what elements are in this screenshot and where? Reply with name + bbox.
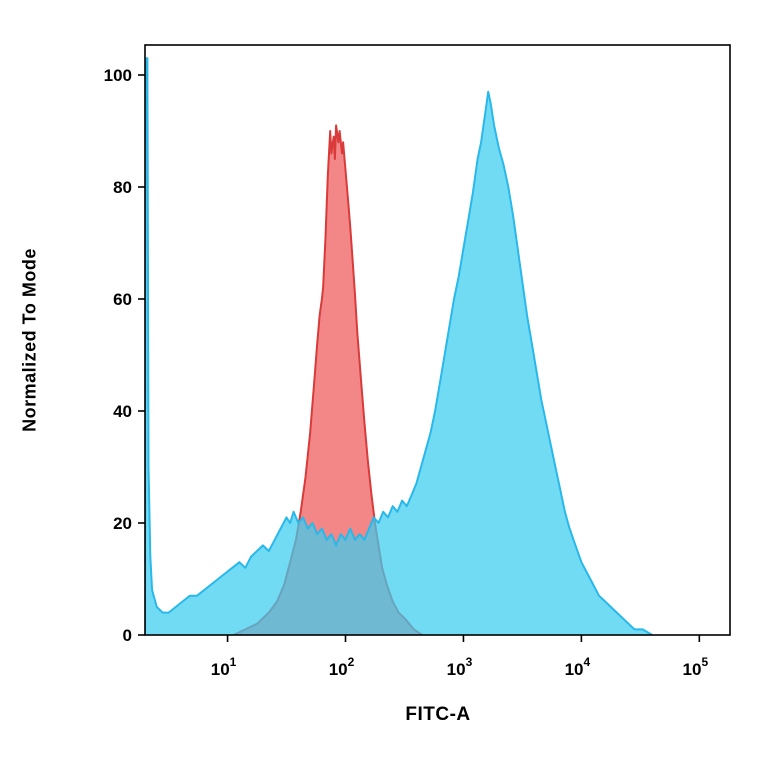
cyan-histogram-area — [145, 58, 653, 635]
y-axis-title: Normalized To Mode — [19, 248, 40, 432]
plot-border — [144, 44, 731, 636]
x-tick-label: 104 — [565, 655, 591, 679]
y-tick-label: 20 — [113, 514, 132, 533]
x-tick-label: 105 — [683, 655, 709, 679]
y-tick-label: 100 — [104, 66, 132, 85]
plot-area — [145, 57, 653, 635]
x-tick-label: 101 — [211, 655, 237, 679]
y-tick-label: 80 — [113, 178, 132, 197]
y-tick-label: 40 — [113, 402, 132, 421]
x-tick-label: 103 — [447, 655, 473, 679]
y-tick-label: 60 — [113, 290, 132, 309]
x-axis-title: FITC-A — [405, 704, 471, 725]
cyan-histogram-outline — [145, 57, 653, 635]
red-histogram-area — [233, 125, 423, 635]
y-axis-ticks: 0 20 40 60 80 100 — [104, 66, 145, 645]
y-tick-label: 0 — [123, 626, 132, 645]
x-axis-ticks: 101 102 103 104 105 — [211, 635, 709, 679]
x-tick-label: 102 — [329, 655, 355, 679]
